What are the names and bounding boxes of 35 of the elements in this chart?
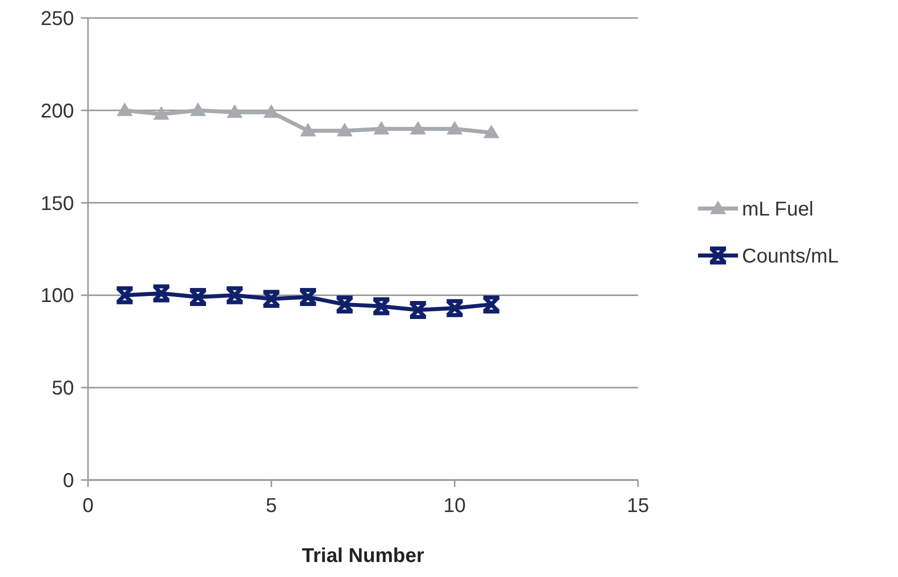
point bbox=[151, 284, 172, 302]
x-tick-label: 10 bbox=[444, 495, 466, 517]
point bbox=[336, 122, 353, 136]
point bbox=[481, 295, 502, 314]
point bbox=[116, 102, 133, 116]
x-tick-label: 5 bbox=[266, 495, 277, 517]
legend-label: mL Fuel bbox=[742, 198, 814, 220]
point bbox=[188, 288, 208, 306]
point bbox=[446, 120, 463, 134]
point bbox=[114, 286, 135, 304]
point bbox=[334, 295, 355, 314]
point bbox=[410, 120, 426, 134]
y-tick-label: 200 bbox=[40, 100, 74, 122]
point bbox=[483, 124, 500, 138]
x-tick-label: 15 bbox=[626, 495, 650, 517]
point bbox=[300, 122, 316, 136]
y-tick-label: 100 bbox=[40, 285, 74, 308]
point bbox=[226, 104, 243, 118]
point bbox=[373, 120, 390, 134]
x-axis-title: Trial Number bbox=[302, 545, 424, 567]
point bbox=[444, 299, 465, 318]
point bbox=[153, 106, 170, 120]
point bbox=[190, 102, 206, 116]
y-tick-label: 50 bbox=[52, 378, 74, 400]
x-tick-label: 0 bbox=[82, 495, 94, 517]
point bbox=[371, 297, 392, 316]
point bbox=[261, 290, 282, 308]
point bbox=[298, 288, 318, 306]
point bbox=[408, 300, 428, 319]
point bbox=[263, 104, 280, 118]
y-tick-label: 250 bbox=[40, 8, 74, 30]
legend-label: Counts/mL bbox=[742, 246, 839, 268]
y-tick-label: 150 bbox=[40, 192, 74, 215]
point bbox=[224, 286, 245, 304]
y-tick-label: 0 bbox=[62, 470, 74, 492]
